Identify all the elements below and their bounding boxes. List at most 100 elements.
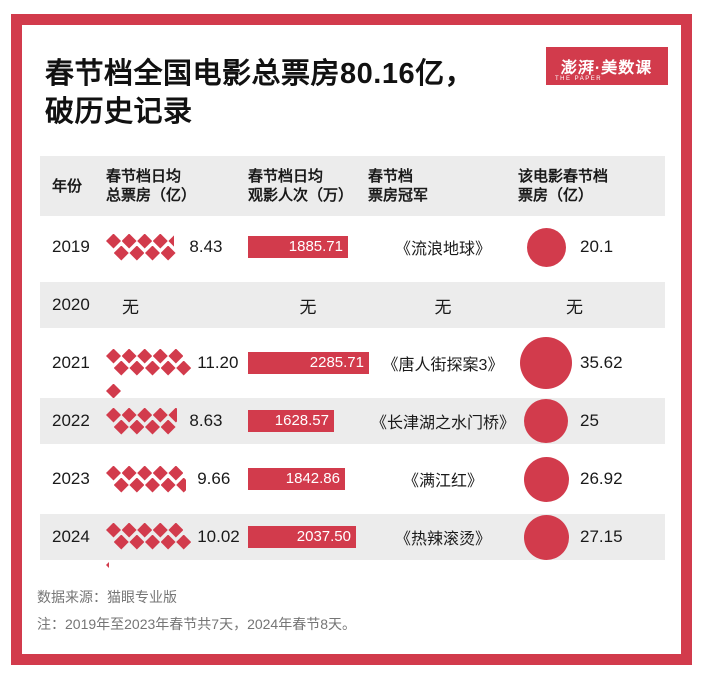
year-label: 2020 bbox=[52, 295, 90, 314]
logo-subtext: THE PAPER bbox=[555, 76, 603, 82]
year-label: 2022 bbox=[52, 411, 90, 430]
daily-boxoffice-value: 9.66 bbox=[197, 469, 231, 488]
diamond-icon bbox=[168, 465, 184, 481]
champion-boxoffice-value: 25 bbox=[580, 411, 599, 430]
daily-boxoffice-cell: 8.43 bbox=[106, 233, 248, 261]
daily-boxoffice-cell: 11.20 bbox=[106, 348, 248, 411]
none-champion-boxoffice: 无 bbox=[566, 297, 583, 317]
audience-cell: 1628.57 bbox=[248, 410, 368, 432]
diamond-icon bbox=[121, 465, 137, 481]
title-line-1: 春节档全国电影总票房80.16亿， bbox=[45, 58, 475, 90]
thepaper-meishuke-logo: 澎湃·美数课 THE PAPER bbox=[546, 47, 668, 85]
diamond-icon bbox=[121, 348, 137, 364]
diamond-icon bbox=[152, 465, 168, 481]
daily-boxoffice-cell: 8.63 bbox=[106, 407, 248, 435]
diamond-icon bbox=[176, 534, 192, 550]
daily-boxoffice-pictogram bbox=[106, 233, 183, 261]
infographic-card: 春节档全国电影总票房80.16亿， 破历史记录 澎湃·美数课 THE PAPER… bbox=[22, 25, 681, 654]
champion-boxoffice-circle-icon bbox=[526, 227, 566, 267]
diamond-icon bbox=[113, 534, 129, 550]
diamond-icon bbox=[113, 419, 129, 435]
circle-box bbox=[518, 399, 574, 443]
diamond-icon bbox=[106, 465, 121, 481]
table-row: 2021 11.20 2285.71 《唐人街探案3》 35.62 bbox=[40, 334, 665, 411]
diamond-icon bbox=[121, 522, 137, 538]
diamond-partial-icon bbox=[176, 477, 187, 493]
daily-boxoffice-value: 8.63 bbox=[189, 411, 223, 430]
daily-boxoffice-cell: 9.66 bbox=[106, 465, 248, 493]
footer: 数据来源：猫眼专业版 注：2019年至2023年春节共7天，2024年春节8天。 bbox=[37, 584, 663, 638]
audience-bar: 2037.50 bbox=[248, 526, 356, 548]
circle-box bbox=[518, 514, 574, 560]
daily-boxoffice-value: 11.20 bbox=[197, 353, 239, 372]
daily-boxoffice-pictogram bbox=[106, 465, 191, 493]
diamond-icon bbox=[145, 419, 160, 435]
diamond-icon bbox=[176, 360, 192, 376]
daily-boxoffice-value: 8.43 bbox=[189, 237, 223, 256]
data-source: 数据来源：猫眼专业版 bbox=[37, 589, 177, 605]
audience-cell: 1885.71 bbox=[248, 236, 368, 258]
header-year: 年份 bbox=[52, 177, 83, 195]
diamond-icon bbox=[152, 407, 168, 423]
champion-boxoffice-circle-icon bbox=[524, 399, 568, 443]
diamond-icon bbox=[152, 348, 168, 364]
diamond-icon bbox=[121, 407, 137, 423]
table-row: 2023 9.66 1842.86 《满江红》 26.92 bbox=[40, 450, 665, 508]
data-table: 年份 春节档日均 总票房（亿） 春节档日均 观影人次（万） 春节档 票房冠军 该… bbox=[40, 156, 665, 573]
daily-boxoffice-pictogram bbox=[106, 522, 192, 573]
audience-bar: 1842.86 bbox=[248, 468, 345, 490]
table-row: 2022 8.63 1628.57 《长津湖之水门桥》 25 bbox=[40, 392, 665, 450]
year-label: 2023 bbox=[52, 469, 90, 488]
header-champion: 春节档 票房冠军 bbox=[368, 168, 429, 204]
daily-boxoffice-pictogram bbox=[106, 407, 183, 435]
audience-cell: 2285.71 bbox=[248, 352, 369, 374]
champion-boxoffice-value: 26.92 bbox=[580, 469, 623, 488]
diamond-icon bbox=[129, 245, 145, 261]
champion-title: 《流浪地球》 bbox=[394, 241, 491, 258]
diamond-icon bbox=[137, 348, 153, 364]
diamond-icon bbox=[106, 233, 121, 249]
diamond-icon bbox=[160, 534, 176, 550]
champion-boxoffice-value: 20.1 bbox=[580, 237, 614, 256]
diamond-icon bbox=[113, 360, 129, 376]
red-border-frame: 春节档全国电影总票房80.16亿， 破历史记录 澎湃·美数课 THE PAPER… bbox=[11, 14, 692, 665]
diamond-partial-icon bbox=[168, 407, 178, 423]
diamond-icon bbox=[106, 348, 121, 364]
none-champion: 无 bbox=[434, 297, 452, 317]
diamond-icon bbox=[160, 245, 176, 261]
audience-cell: 1842.86 bbox=[248, 468, 368, 490]
logo-text: 澎湃·美数课 bbox=[560, 60, 654, 77]
table-row: 2019 8.43 1885.71 《流浪地球》 20.1 bbox=[40, 218, 665, 276]
diamond-partial-icon bbox=[168, 233, 175, 249]
circle-box bbox=[518, 227, 574, 267]
page-title: 春节档全国电影总票房80.16亿， 破历史记录 bbox=[45, 55, 541, 131]
diamond-icon bbox=[137, 465, 153, 481]
champion-boxoffice-cell: 26.92 bbox=[518, 456, 665, 502]
champion-boxoffice-value: 35.62 bbox=[580, 353, 623, 372]
diamond-icon bbox=[145, 360, 160, 376]
diamond-icon bbox=[129, 534, 145, 550]
champion-boxoffice-circle-icon bbox=[523, 456, 569, 502]
champion-title: 《热辣滚烫》 bbox=[394, 531, 491, 548]
champion-boxoffice-cell: 35.62 bbox=[518, 337, 665, 389]
table-header: 年份 春节档日均 总票房（亿） 春节档日均 观影人次（万） 春节档 票房冠军 该… bbox=[40, 156, 665, 216]
diamond-icon bbox=[129, 477, 145, 493]
champion-boxoffice-cell: 27.15 bbox=[518, 514, 665, 560]
champion-title: 《长津湖之水门桥》 bbox=[370, 415, 515, 432]
diamond-icon bbox=[160, 360, 176, 376]
champion-boxoffice-cell: 25 bbox=[518, 399, 665, 443]
champion-boxoffice-value: 27.15 bbox=[580, 527, 623, 546]
diamond-icon bbox=[160, 419, 176, 435]
diamond-icon bbox=[145, 477, 160, 493]
table-row: 2024 10.02 2037.50 《热辣滚烫》 27.15 bbox=[40, 508, 665, 573]
champion-title: 《唐人街探案3》 bbox=[382, 357, 504, 374]
champion-title: 《满江红》 bbox=[402, 473, 483, 490]
diamond-icon bbox=[129, 419, 145, 435]
none-audience: 无 bbox=[299, 297, 317, 317]
audience-bar: 2285.71 bbox=[248, 352, 369, 374]
champion-boxoffice-circle-icon bbox=[523, 514, 569, 560]
diamond-icon bbox=[113, 245, 129, 261]
audience-cell: 2037.50 bbox=[248, 526, 368, 548]
year-label: 2024 bbox=[52, 527, 90, 546]
diamond-icon bbox=[137, 407, 153, 423]
